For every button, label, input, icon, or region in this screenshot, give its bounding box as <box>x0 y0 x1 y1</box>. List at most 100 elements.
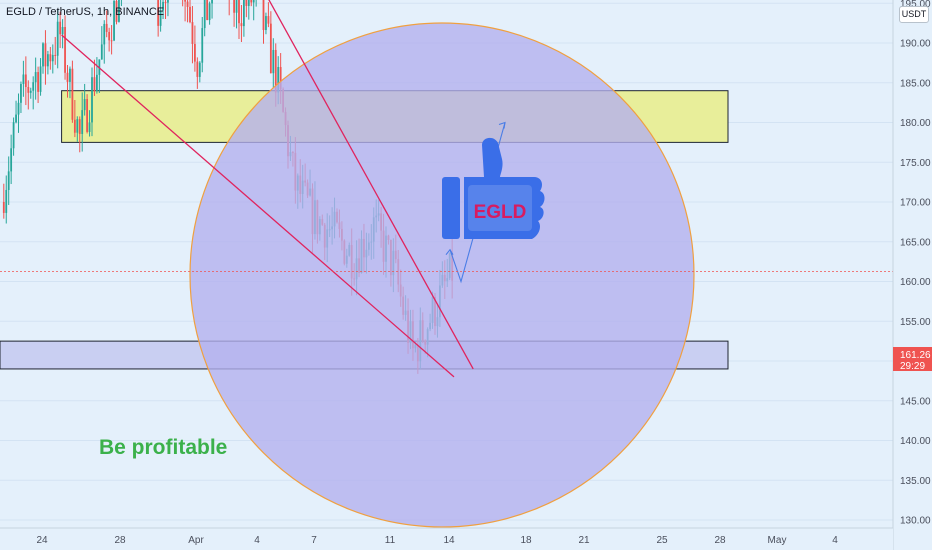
time-tick-label: 21 <box>578 535 590 546</box>
price-tick-label: 135.00 <box>900 476 931 487</box>
candle-body <box>91 77 93 123</box>
time-tick-label: 11 <box>385 535 396 546</box>
time-tick-label: Apr <box>188 535 204 546</box>
candle-body <box>267 16 270 24</box>
logo-text: EGLD <box>474 202 527 223</box>
candle-body <box>115 0 118 22</box>
candle-body <box>49 54 52 62</box>
candle-body <box>96 74 98 92</box>
thumbs-up-icon: EGLD <box>442 137 545 239</box>
candle-body <box>24 74 27 88</box>
candle-body <box>274 49 277 93</box>
candle-body <box>100 44 103 60</box>
price-tick-label: 140.00 <box>900 436 931 447</box>
candle-body <box>12 122 15 149</box>
candle-body <box>37 72 39 92</box>
candle-body <box>272 49 275 74</box>
candle-body <box>162 1 164 11</box>
candle-body <box>184 0 186 2</box>
time-tick-label: 4 <box>832 535 838 546</box>
candle-body <box>34 72 37 83</box>
candle-body <box>10 148 13 172</box>
candle-body <box>42 43 44 67</box>
thumb-panel <box>468 185 532 231</box>
candle-body <box>110 40 113 42</box>
candle-body <box>61 27 64 35</box>
candle-body <box>238 0 240 24</box>
thumb-hand <box>464 137 545 239</box>
time-tick-label: 28 <box>114 535 126 546</box>
profit-annotation: Be profitable <box>99 436 227 459</box>
candle-body <box>7 171 10 190</box>
candle-body <box>15 114 17 123</box>
time-tick-label: 18 <box>520 535 532 546</box>
candle-body <box>32 82 35 91</box>
candle-body <box>191 22 194 44</box>
time-tick-label: 4 <box>254 535 260 546</box>
candle-body <box>78 119 81 134</box>
candle-body <box>113 0 115 41</box>
price-badge-countdown: 29:29 <box>900 361 925 372</box>
candle-body <box>64 27 66 73</box>
candle-body <box>20 83 22 103</box>
candle-body <box>39 66 42 92</box>
candle-body <box>2 202 5 213</box>
candle-body <box>203 0 206 29</box>
candle-body <box>164 1 167 3</box>
time-tick-label: 24 <box>36 535 48 546</box>
candle-body <box>262 0 265 31</box>
price-tick-label: 145.00 <box>900 396 931 407</box>
candle-body <box>118 0 120 22</box>
time-tick-label: 7 <box>311 535 317 546</box>
price-badge <box>893 347 932 371</box>
candle-body <box>159 10 162 26</box>
candle-body <box>240 23 243 27</box>
candle-body <box>54 54 57 56</box>
time-axis-background <box>0 528 893 550</box>
candle-body <box>93 77 96 92</box>
candle-body <box>277 67 280 93</box>
price-badge-value: 161.26 <box>900 350 931 361</box>
price-tick-label: 155.00 <box>900 317 931 328</box>
price-axis-background <box>893 0 932 550</box>
price-tick-label: 170.00 <box>900 198 931 209</box>
candle-body <box>198 62 201 77</box>
candle-body <box>22 74 25 84</box>
candle-body <box>245 0 248 6</box>
candle-body <box>265 16 267 31</box>
price-tick-label: 190.00 <box>900 39 931 50</box>
price-tick-label: 165.00 <box>900 237 931 248</box>
projection-arrowhead <box>445 248 454 256</box>
candle-body <box>250 0 253 3</box>
candle-body <box>81 110 84 134</box>
candle-body <box>201 28 204 63</box>
channel-line <box>268 0 474 370</box>
candle-body <box>29 90 32 93</box>
candle-body <box>69 68 71 82</box>
price-tick-label: 185.00 <box>900 78 931 89</box>
candle-body <box>59 21 62 35</box>
candle-body <box>56 21 59 56</box>
candle-body <box>157 0 160 26</box>
candle-body <box>86 99 88 132</box>
candle-body <box>71 68 74 120</box>
candle-body <box>73 119 76 133</box>
time-tick-label: 25 <box>656 535 668 546</box>
time-tick-label: 14 <box>443 535 455 546</box>
channel-line <box>61 34 455 378</box>
candle-body <box>206 0 209 21</box>
candle-body <box>66 72 69 82</box>
candle-body <box>17 102 20 115</box>
price-tick-label: 160.00 <box>900 277 931 288</box>
currency-button[interactable]: USDT <box>899 6 929 23</box>
candle-body <box>233 0 235 13</box>
time-tick-label: 28 <box>714 535 726 546</box>
candle-body <box>167 0 169 3</box>
candle-body <box>196 61 199 77</box>
candle-body <box>105 23 108 32</box>
candle-body <box>186 1 189 7</box>
chart-title: EGLD / TetherUS, 1h, BINANCE <box>6 6 165 18</box>
candle-body <box>252 0 255 3</box>
